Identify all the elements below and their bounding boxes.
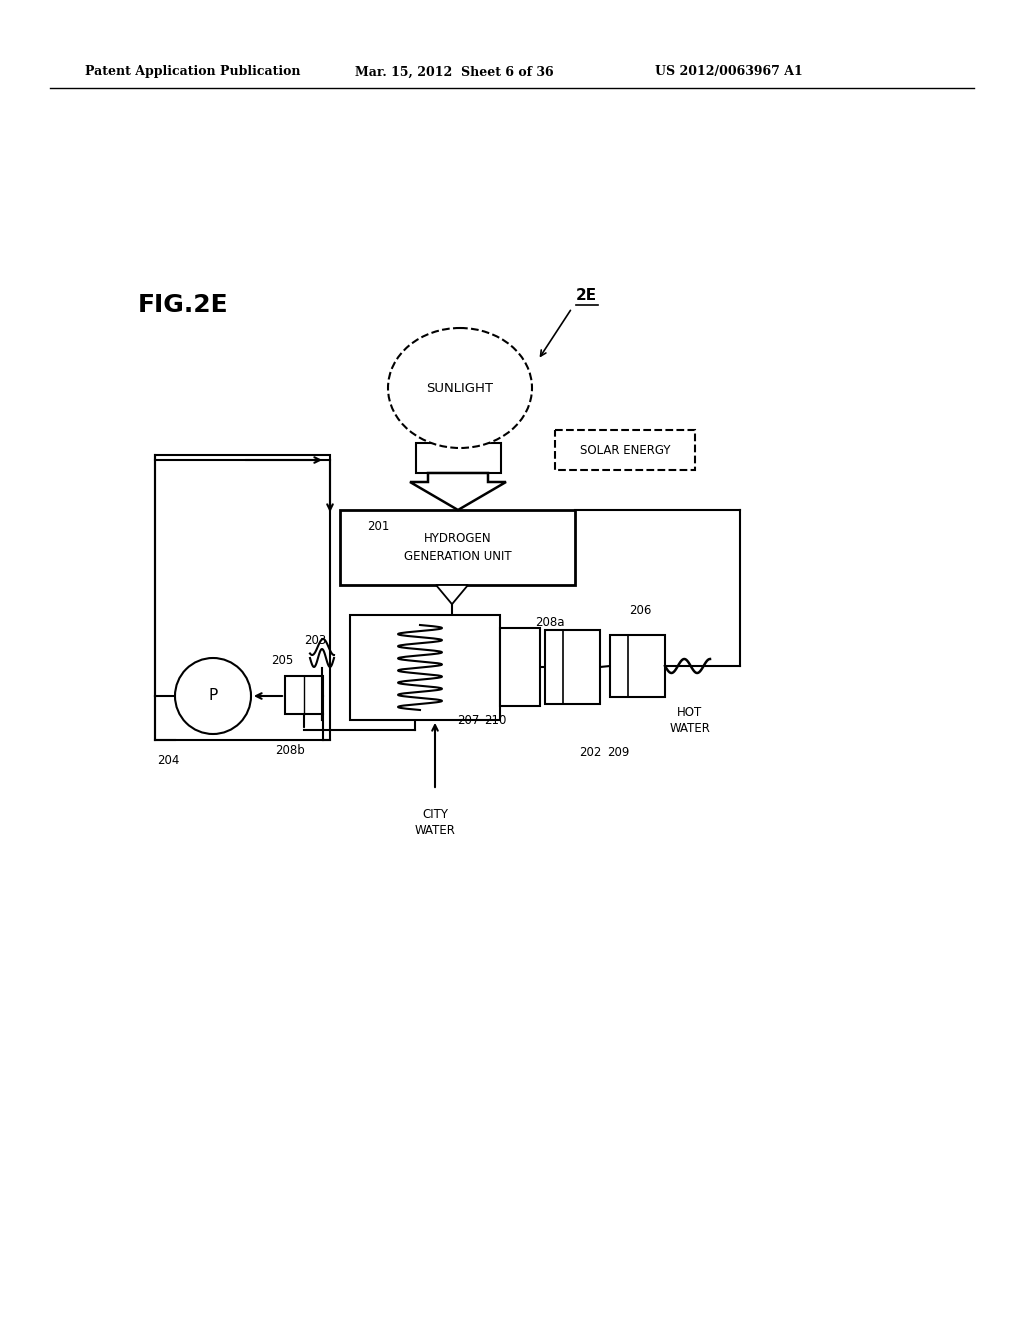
Text: 2E: 2E bbox=[575, 288, 597, 302]
Bar bbox=[416, 444, 501, 473]
Text: 205: 205 bbox=[271, 653, 293, 667]
Text: CITY
WATER: CITY WATER bbox=[415, 808, 456, 837]
Text: 206: 206 bbox=[629, 603, 651, 616]
Bar bbox=[285, 676, 323, 714]
Ellipse shape bbox=[175, 657, 251, 734]
Text: 201: 201 bbox=[367, 520, 389, 533]
Bar bbox=[545, 630, 600, 704]
Text: 203: 203 bbox=[304, 634, 326, 647]
Text: 202: 202 bbox=[579, 746, 601, 759]
Bar bbox=[500, 628, 540, 706]
Bar bbox=[350, 615, 500, 719]
Text: Patent Application Publication: Patent Application Publication bbox=[85, 66, 300, 78]
Text: 209: 209 bbox=[607, 746, 629, 759]
Text: HYDROGEN
GENERATION UNIT: HYDROGEN GENERATION UNIT bbox=[403, 532, 511, 564]
Text: P: P bbox=[208, 689, 218, 704]
Bar bbox=[155, 455, 330, 741]
Text: 208b: 208b bbox=[275, 743, 305, 756]
Text: 207: 207 bbox=[457, 714, 479, 726]
Text: HOT
WATER: HOT WATER bbox=[670, 706, 711, 735]
Polygon shape bbox=[410, 473, 506, 510]
Bar bbox=[555, 430, 695, 470]
Bar bbox=[340, 510, 575, 585]
Text: 210: 210 bbox=[483, 714, 506, 726]
Polygon shape bbox=[436, 585, 468, 605]
Text: Mar. 15, 2012  Sheet 6 of 36: Mar. 15, 2012 Sheet 6 of 36 bbox=[355, 66, 554, 78]
Bar bbox=[610, 635, 665, 697]
Text: SOLAR ENERGY: SOLAR ENERGY bbox=[580, 444, 671, 457]
Text: FIG.2E: FIG.2E bbox=[138, 293, 228, 317]
Text: US 2012/0063967 A1: US 2012/0063967 A1 bbox=[655, 66, 803, 78]
Text: SUNLIGHT: SUNLIGHT bbox=[427, 381, 494, 395]
Ellipse shape bbox=[388, 327, 532, 447]
Text: 208a: 208a bbox=[536, 615, 565, 628]
Text: 204: 204 bbox=[157, 754, 179, 767]
